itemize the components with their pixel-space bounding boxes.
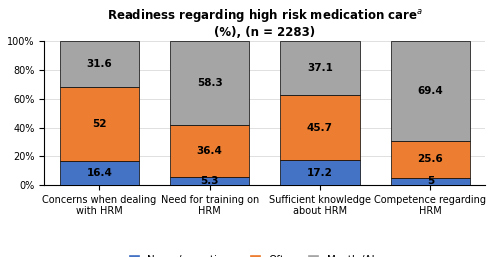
Text: 31.6: 31.6	[86, 59, 112, 69]
Legend: Never/sometimes, Often, Mostly/Always: Never/sometimes, Often, Mostly/Always	[124, 251, 405, 257]
Text: 36.4: 36.4	[196, 146, 222, 156]
Text: 5: 5	[426, 177, 434, 186]
Text: 52: 52	[92, 119, 106, 129]
Bar	[170, 41, 250, 125]
Bar	[280, 41, 359, 95]
Bar	[280, 160, 359, 185]
Text: 16.4: 16.4	[86, 168, 113, 178]
Bar	[390, 178, 470, 185]
Text: 37.1: 37.1	[307, 63, 333, 73]
Bar	[390, 41, 470, 141]
Text: 5.3: 5.3	[200, 176, 219, 186]
Bar	[170, 177, 250, 185]
Text: 25.6: 25.6	[418, 154, 443, 164]
Text: 45.7: 45.7	[307, 123, 333, 133]
Bar	[170, 125, 250, 177]
Bar	[60, 41, 139, 87]
Title: Readiness regarding high risk medication care$^a$
(%), (n = 2283): Readiness regarding high risk medication…	[107, 7, 423, 39]
Bar	[60, 161, 139, 185]
Text: 69.4: 69.4	[418, 86, 443, 96]
Bar	[390, 141, 470, 178]
Text: 58.3: 58.3	[197, 78, 222, 88]
Text: 17.2: 17.2	[307, 168, 333, 178]
Bar	[280, 95, 359, 160]
Bar	[60, 87, 139, 161]
